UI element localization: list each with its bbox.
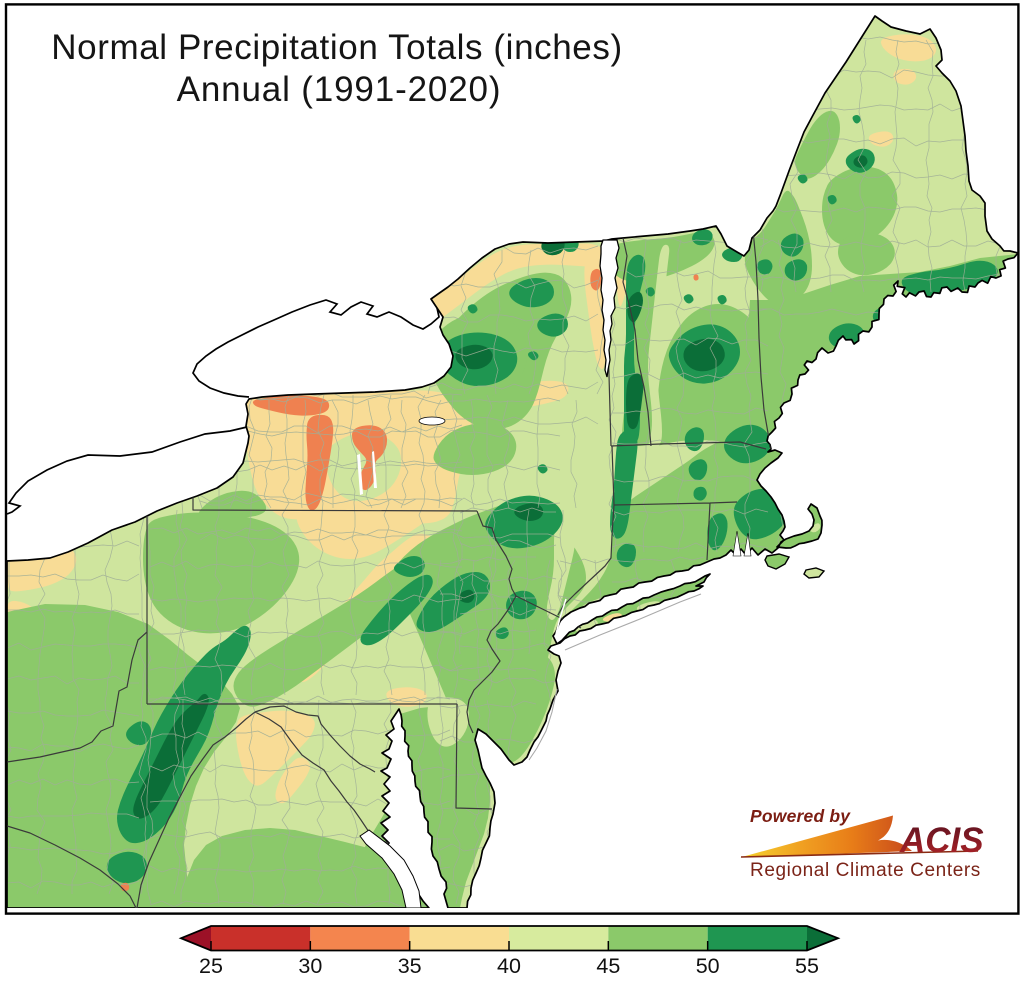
svg-text:25: 25 <box>199 954 223 978</box>
svg-text:45: 45 <box>596 954 620 978</box>
svg-text:30: 30 <box>298 954 322 978</box>
svg-text:Regional Climate Centers: Regional Climate Centers <box>750 860 981 881</box>
svg-text:50: 50 <box>696 954 720 978</box>
svg-text:ACIS: ACIS <box>899 821 984 860</box>
svg-text:35: 35 <box>398 954 422 978</box>
svg-text:Powered by: Powered by <box>750 806 851 826</box>
svg-text:Annual (1991-2020): Annual (1991-2020) <box>177 70 502 109</box>
svg-text:40: 40 <box>497 954 521 978</box>
svg-text:55: 55 <box>795 954 819 978</box>
svg-text:Normal Precipitation Totals (i: Normal Precipitation Totals (inches) <box>51 28 622 67</box>
